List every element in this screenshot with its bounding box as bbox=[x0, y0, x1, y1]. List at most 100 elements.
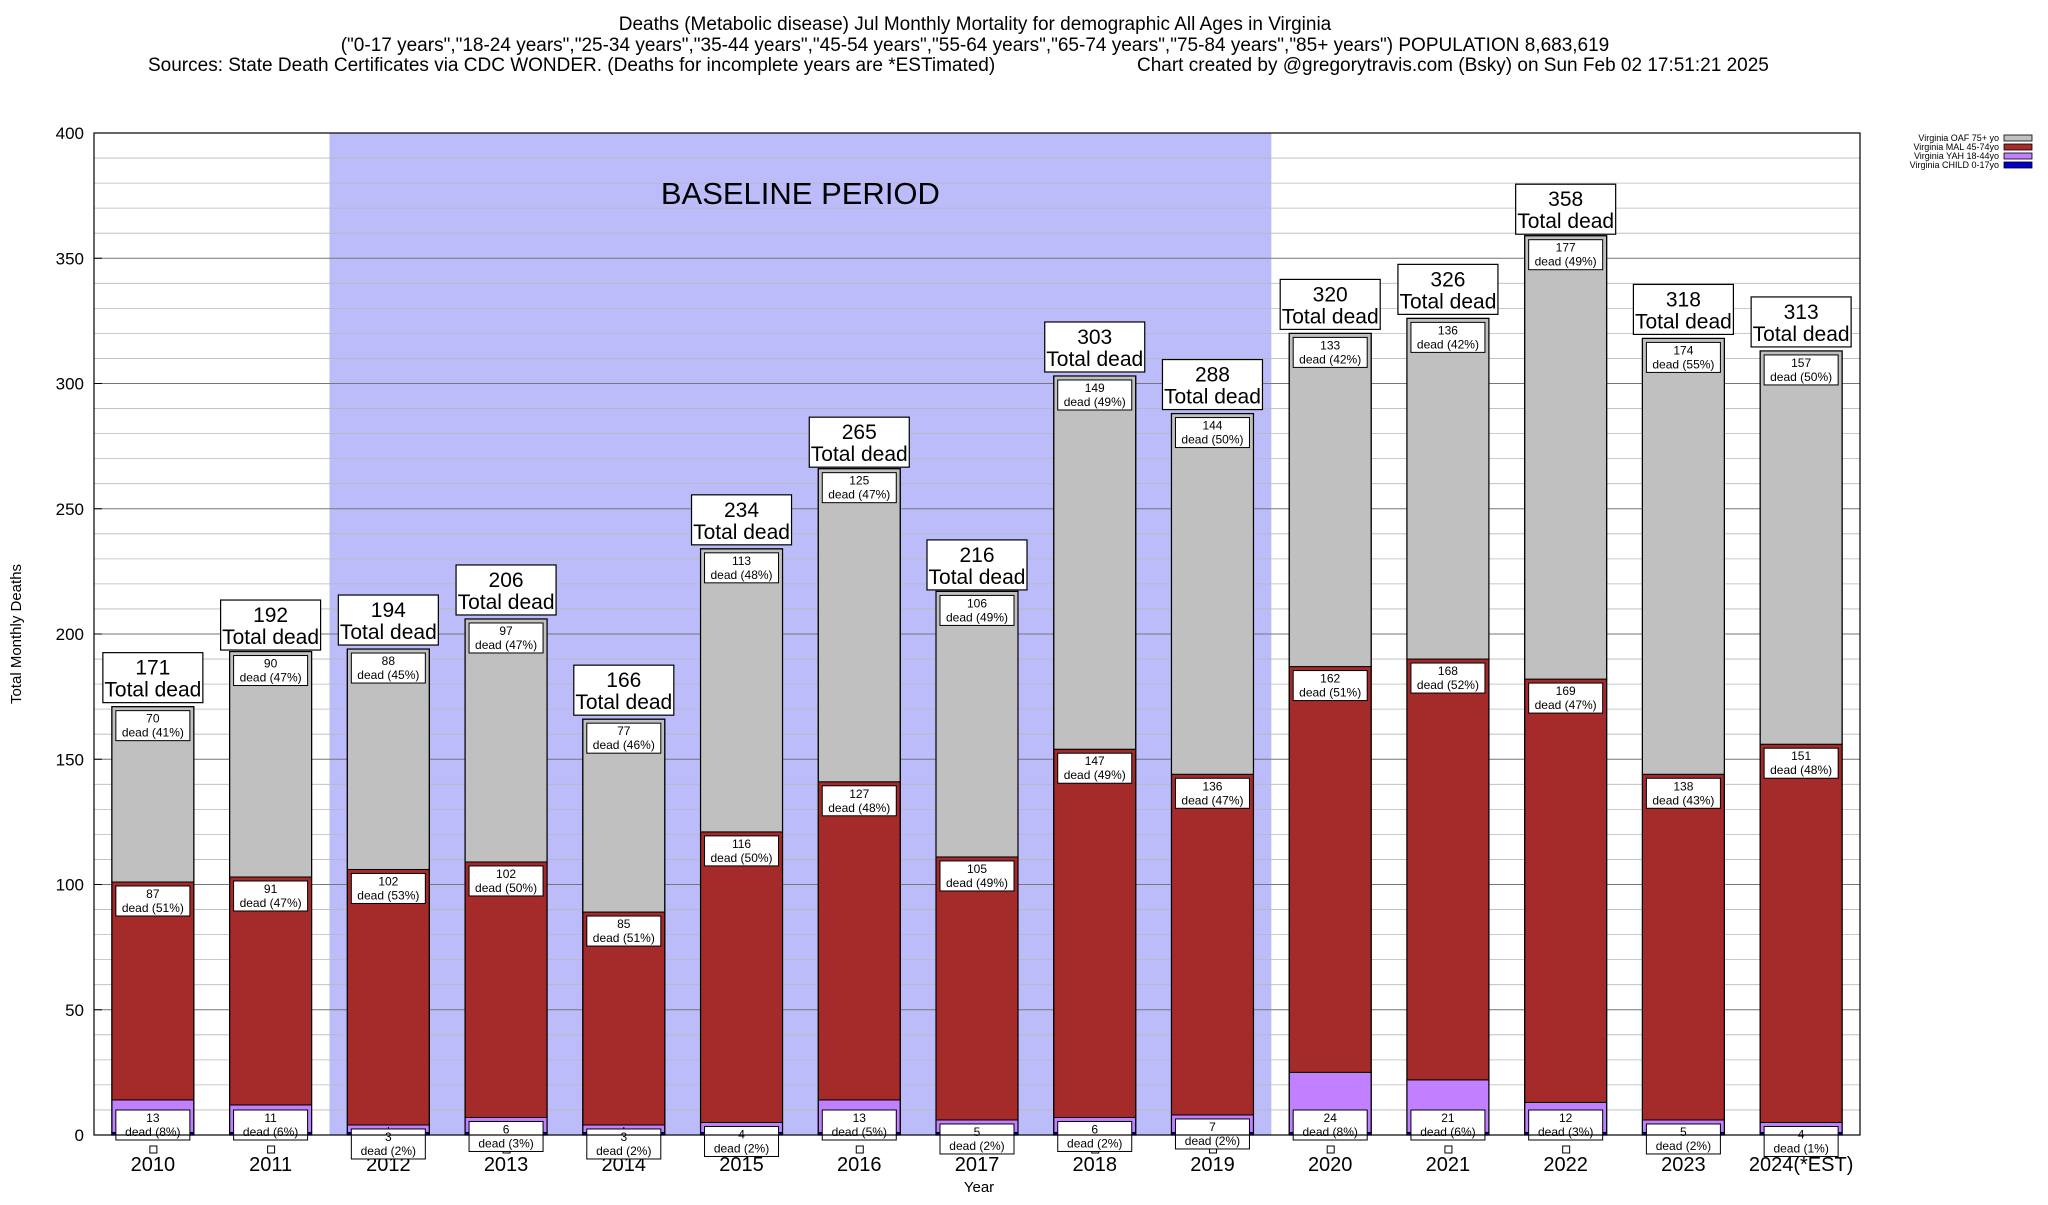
data-label-value: 136 bbox=[1438, 323, 1458, 337]
data-label-text: dead (2%) bbox=[596, 1144, 651, 1158]
data-label-value: 127 bbox=[849, 787, 869, 801]
bar-segment bbox=[1641, 337, 1725, 775]
data-label-box bbox=[1528, 682, 1604, 714]
data-label-text: dead (48%) bbox=[711, 568, 773, 582]
data-label-box bbox=[586, 915, 662, 947]
plot-area: BASELINE PERIOD 0 50 100 150 200 250 300 350 400 2… bbox=[8, 124, 1861, 1196]
total-label-box bbox=[808, 416, 910, 468]
y-tick-label: 150 bbox=[56, 750, 84, 769]
x-tick-label: 2023 bbox=[1661, 1154, 1706, 1176]
y-tick-label: 250 bbox=[56, 500, 84, 519]
child-marker bbox=[149, 1145, 158, 1154]
x-tick-label: 2020 bbox=[1308, 1154, 1353, 1176]
total-label-box bbox=[926, 539, 1028, 591]
data-label-value: 21 bbox=[1441, 1111, 1455, 1125]
bar-segment bbox=[935, 590, 1019, 858]
data-label-box bbox=[939, 860, 1015, 892]
data-label-pct: (43%) bbox=[1682, 793, 1714, 807]
data-label-word: dead bbox=[1064, 768, 1091, 782]
total-value: 194 bbox=[371, 599, 406, 622]
data-label-pct: (8%) bbox=[155, 1125, 180, 1139]
data-label-box bbox=[1763, 1125, 1839, 1157]
data-label-word: dead bbox=[240, 671, 267, 685]
data-label-value: 87 bbox=[146, 887, 160, 901]
total-value: 206 bbox=[489, 569, 524, 592]
data-label-text: dead (53%) bbox=[357, 888, 419, 902]
data-label-box bbox=[468, 1120, 544, 1152]
data-label-word: dead bbox=[1652, 793, 1679, 807]
data-label-word: dead bbox=[593, 738, 620, 752]
data-label-word: dead bbox=[1299, 352, 1326, 366]
total-suffix: Total dead bbox=[1753, 323, 1850, 346]
data-label-word: dead bbox=[832, 1125, 859, 1139]
data-label-text: dead (41%) bbox=[122, 726, 184, 740]
data-label-value: 12 bbox=[1559, 1111, 1573, 1125]
data-label-text: dead (52%) bbox=[1417, 678, 1479, 692]
data-label-word: dead bbox=[1067, 1136, 1094, 1150]
data-label-pct: (51%) bbox=[152, 901, 184, 915]
data-label-text: dead (3%) bbox=[478, 1136, 533, 1150]
data-label-word: dead bbox=[1652, 357, 1679, 371]
data-label-pct: (51%) bbox=[623, 931, 655, 945]
data-label-pct: (2%) bbox=[1686, 1139, 1711, 1153]
y-tick-label: 350 bbox=[56, 249, 84, 268]
y-tick-label: 200 bbox=[56, 625, 84, 644]
data-label-box bbox=[1763, 354, 1839, 386]
data-label-value: 113 bbox=[732, 554, 751, 568]
total-suffix: Total dead bbox=[693, 521, 790, 544]
total-suffix: Total dead bbox=[1635, 310, 1732, 333]
bar-segment bbox=[1053, 748, 1137, 1118]
total-value: 326 bbox=[1430, 268, 1465, 291]
data-label-pct: (55%) bbox=[1682, 357, 1714, 371]
data-label-text: dead (2%) bbox=[361, 1144, 416, 1158]
data-label-box bbox=[1528, 239, 1604, 271]
data-label-box bbox=[1174, 777, 1250, 809]
data-label-word: dead bbox=[1420, 1125, 1447, 1139]
x-axis-title: Year bbox=[964, 1179, 994, 1196]
data-label-text: dead (55%) bbox=[1652, 357, 1714, 371]
total-value: 318 bbox=[1666, 288, 1701, 311]
total-suffix: Total dead bbox=[104, 679, 201, 702]
bar-segment bbox=[346, 868, 430, 1126]
data-label-text: dead (2%) bbox=[1185, 1134, 1240, 1148]
x-tick-label: 2010 bbox=[131, 1154, 176, 1176]
data-label-pct: (48%) bbox=[741, 568, 773, 582]
total-value: 216 bbox=[959, 544, 994, 567]
data-label-word: dead bbox=[475, 881, 502, 895]
data-label-text: dead (50%) bbox=[475, 881, 537, 895]
data-label-text: dead (46%) bbox=[593, 738, 655, 752]
x-tick-label: 2018 bbox=[1072, 1154, 1117, 1176]
data-label-box bbox=[233, 655, 309, 687]
data-label-value: 13 bbox=[853, 1111, 867, 1125]
data-label-box bbox=[939, 594, 1015, 626]
data-label-text: dead (47%) bbox=[475, 638, 537, 652]
data-label-word: dead bbox=[1535, 698, 1562, 712]
data-label-pct: (49%) bbox=[1565, 255, 1597, 269]
data-label-word: dead bbox=[946, 876, 973, 890]
data-label-pct: (53%) bbox=[387, 888, 419, 902]
y-tick-label: 100 bbox=[56, 876, 84, 895]
data-label-value: 77 bbox=[617, 724, 631, 738]
data-label-value: 136 bbox=[1202, 779, 1222, 793]
data-label-text: dead (48%) bbox=[1770, 763, 1832, 777]
total-label-box bbox=[1515, 183, 1617, 235]
data-label-value: 11 bbox=[264, 1111, 277, 1125]
total-label-box bbox=[690, 494, 793, 546]
data-label-pct: (49%) bbox=[976, 610, 1008, 624]
total-value: 303 bbox=[1077, 326, 1112, 349]
